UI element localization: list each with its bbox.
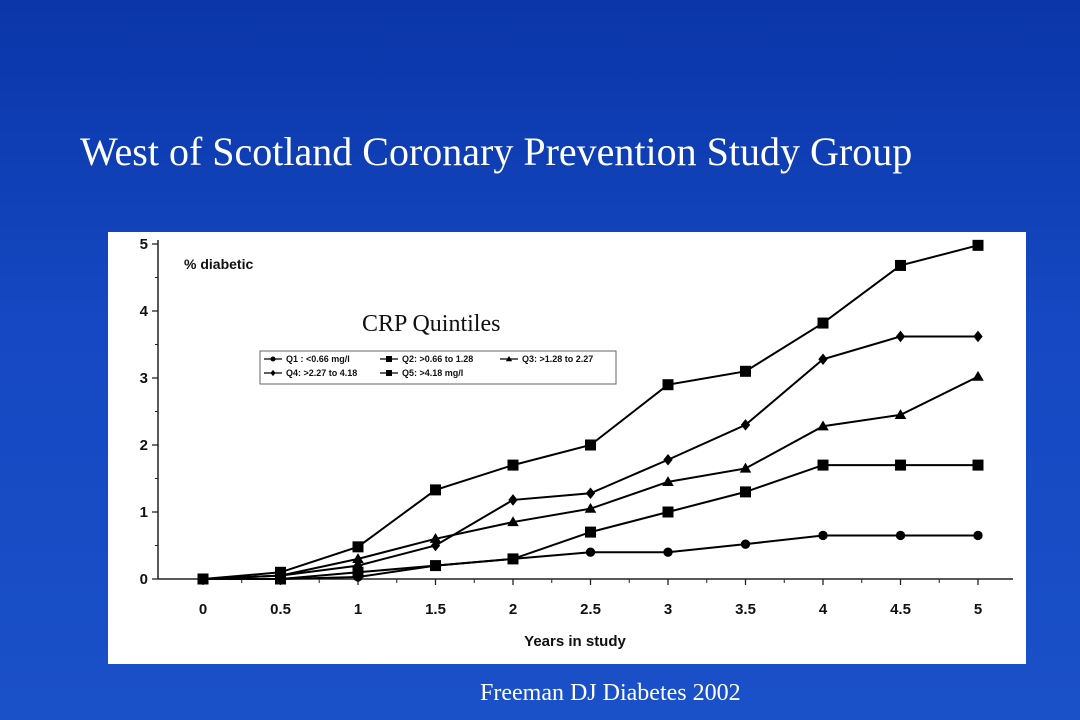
- data-point-q5: [585, 439, 596, 451]
- legend-label: Q1 : <0.66 mg/l: [286, 354, 350, 364]
- data-point-q5: [662, 379, 674, 391]
- data-point-q1: [895, 530, 906, 541]
- x-tick-label: 5: [974, 601, 982, 618]
- data-point-q5: [740, 365, 751, 377]
- data-point-q3: [352, 553, 364, 564]
- data-point-q3: [662, 476, 674, 486]
- data-point-q4: [353, 559, 363, 572]
- data-point-q1: [973, 530, 983, 541]
- data-point-q4: [818, 353, 828, 366]
- data-point-q2: [817, 459, 829, 471]
- series-line-q1: [203, 534, 978, 580]
- legend-label: Q2: >0.66 to 1.28: [402, 354, 473, 364]
- data-point-q3: [817, 420, 829, 431]
- data-point-q5: [197, 573, 209, 585]
- data-point-q2: [972, 459, 984, 471]
- data-point-q5: [507, 459, 519, 471]
- series-line-q2: [203, 464, 978, 580]
- legend-label: Q5: >4.18 mg/l: [402, 368, 463, 378]
- chart-panel: 0 1 2 3 4 5 0 0.5 1 1.5 2 2.5 3 3.5 4 4.5 5 Q1 : <0.66 m…: [108, 232, 1026, 664]
- y-tick-label: 4: [140, 303, 149, 320]
- data-point-q1: [585, 547, 596, 557]
- x-tick-label: 4: [819, 601, 828, 618]
- data-point-q3: [507, 516, 519, 527]
- y-tick-label: 0: [140, 571, 148, 588]
- data-point-q5: [817, 317, 829, 329]
- y-tick-label: 5: [140, 236, 148, 253]
- x-tick-label: 1.5: [425, 601, 446, 618]
- x-tick-label: 2: [509, 601, 517, 618]
- data-point-q5: [430, 484, 441, 496]
- data-point-q5: [352, 541, 364, 553]
- legend-label: Q4: >2.27 to 4.18: [286, 368, 357, 378]
- data-point-q4: [663, 453, 673, 466]
- legend-marker: [505, 355, 513, 362]
- data-point-q2: [895, 459, 906, 471]
- x-tick-label: 3: [664, 601, 672, 618]
- data-point-q4: [430, 539, 441, 552]
- data-point-q1: [740, 539, 751, 549]
- y-tick-label: 1: [140, 504, 148, 521]
- chart-title: CRP Quintiles: [362, 311, 500, 337]
- line-chart: 0 1 2 3 4 5 0 0.5 1 1.5 2 2.5 3 3.5 4 4.5 5 Q1 : <0.66 m…: [140, 236, 1013, 650]
- data-point-q3: [429, 533, 442, 543]
- x-tick-label: 1: [354, 601, 362, 618]
- legend-box: [259, 350, 617, 385]
- data-point-q5: [972, 239, 984, 251]
- data-point-q5: [895, 259, 906, 271]
- citation: Freeman DJ Diabetes 2002: [480, 680, 741, 706]
- data-point-q4: [740, 419, 751, 431]
- x-tick-label: 2.5: [580, 601, 601, 618]
- data-point-q2: [430, 560, 441, 572]
- data-point-q3: [739, 462, 752, 473]
- data-point-q5: [275, 566, 286, 578]
- legend-label: Q3: >1.28 to 2.27: [522, 354, 593, 364]
- y-tick-label: 3: [140, 370, 148, 387]
- y-tick-label: 2: [140, 437, 148, 454]
- data-point-q3: [972, 370, 984, 381]
- x-tick-label: 0.5: [270, 601, 291, 618]
- x-tick-label: 3.5: [735, 601, 756, 618]
- y-axis-label: % diabetic: [184, 256, 253, 272]
- legend-marker: [386, 356, 392, 362]
- legend-marker: [386, 370, 392, 376]
- x-tick-label: 0: [199, 601, 207, 618]
- x-axis-label: Years in study: [524, 633, 626, 650]
- data-point-q4: [895, 330, 906, 343]
- data-point-q1: [818, 530, 828, 541]
- data-point-q2: [585, 526, 596, 538]
- data-point-q3: [894, 409, 907, 419]
- data-point-q4: [508, 494, 518, 506]
- data-point-q2: [507, 553, 519, 565]
- legend-marker: [270, 356, 276, 362]
- data-point-q4: [973, 330, 983, 343]
- x-tick-label: 4.5: [890, 601, 911, 618]
- data-point-q2: [662, 506, 674, 518]
- data-point-q4: [585, 487, 596, 500]
- data-point-q3: [584, 502, 597, 513]
- slide-title: West of Scotland Coronary Prevention Stu…: [80, 129, 913, 174]
- data-point-q2: [740, 486, 751, 498]
- data-point-q1: [663, 547, 673, 557]
- data-point-q2: [352, 566, 364, 578]
